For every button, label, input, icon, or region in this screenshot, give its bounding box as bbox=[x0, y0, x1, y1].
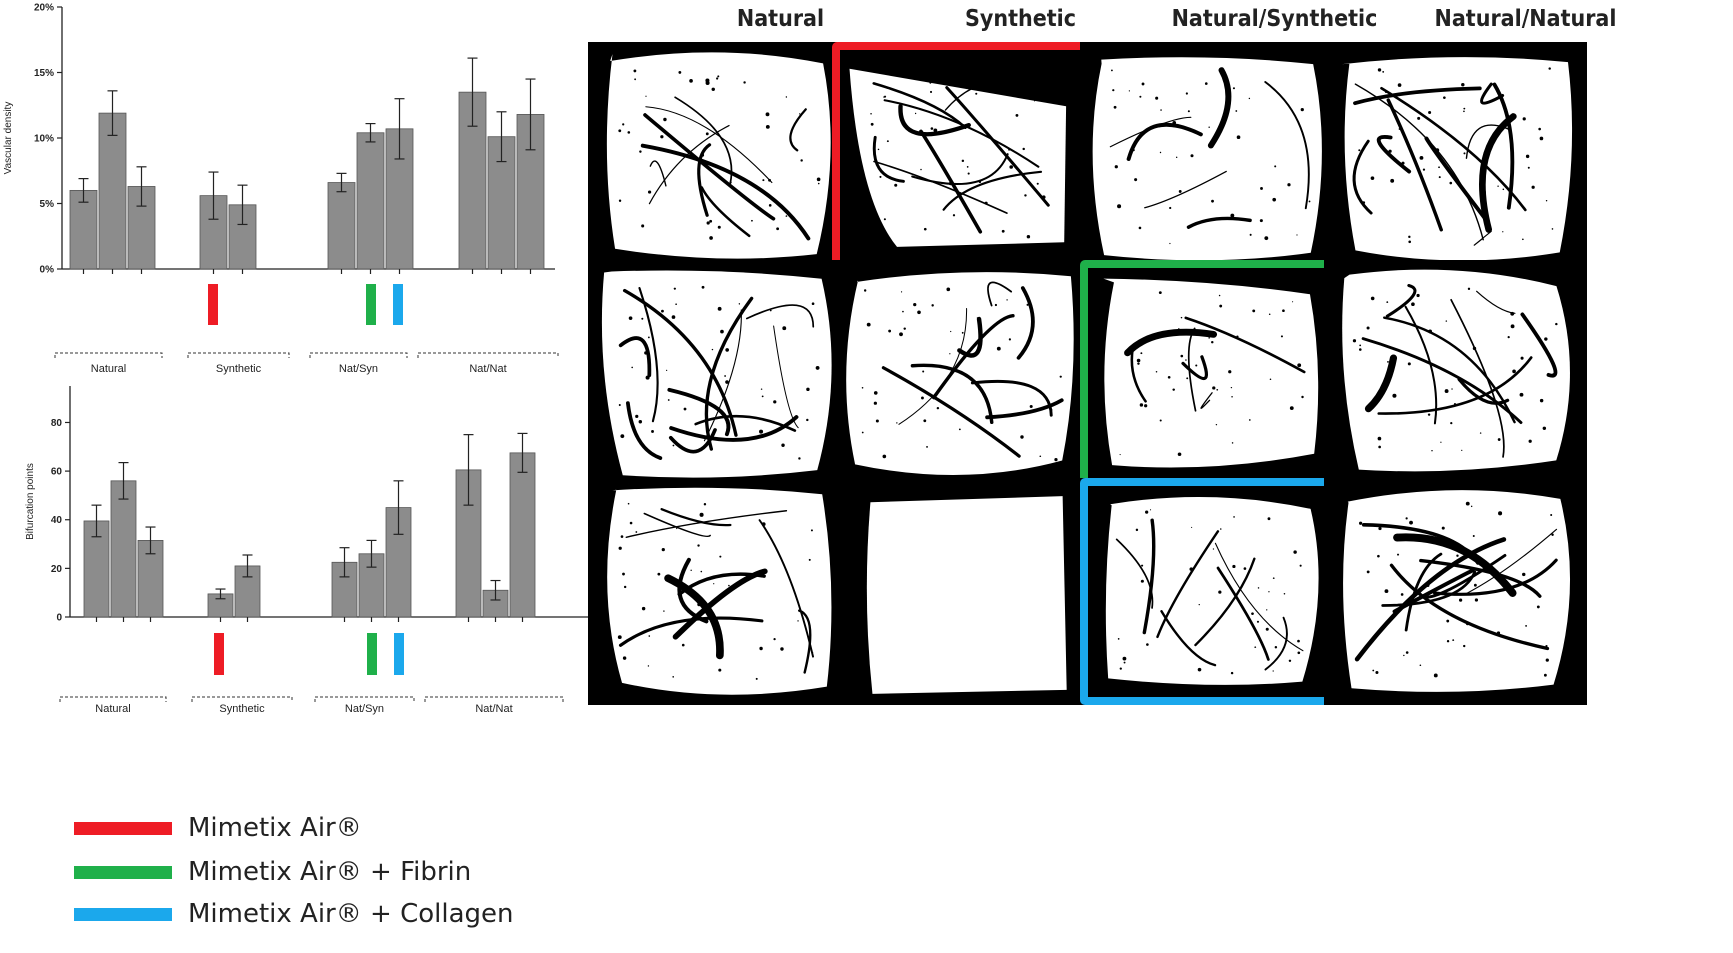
bar bbox=[327, 182, 356, 270]
bar bbox=[356, 132, 385, 270]
y-axis-label: Bifurcation points bbox=[25, 463, 36, 540]
scaffold-image-r1-c0 bbox=[588, 260, 851, 487]
marker-blue bbox=[394, 633, 404, 675]
y-tick-label: 15% bbox=[34, 68, 54, 79]
marker-blue bbox=[393, 284, 403, 325]
scaffold-image-r1-c2 bbox=[1080, 260, 1343, 487]
scaffold-image-r0-c1 bbox=[832, 42, 1095, 269]
y-tick-label: 5% bbox=[40, 199, 55, 210]
y-tick-label: 0 bbox=[56, 613, 62, 624]
legend-item-collagen: Mimetix Air® + Collagen bbox=[74, 894, 513, 934]
legend-swatch-green bbox=[74, 865, 172, 879]
y-axis-label: Vascular density bbox=[3, 102, 14, 175]
group-bracket bbox=[59, 696, 167, 702]
group-label: Synthetic bbox=[216, 363, 262, 375]
scaffold-image-r0-c3 bbox=[1324, 42, 1587, 269]
group-bracket bbox=[309, 352, 408, 358]
group-bracket bbox=[191, 696, 293, 702]
legend-item-mimetix: Mimetix Air® bbox=[74, 808, 362, 848]
marker-green bbox=[366, 284, 376, 325]
y-tick-label: 40 bbox=[51, 515, 63, 526]
legend-label: Mimetix Air® bbox=[188, 813, 362, 843]
legend-label: Mimetix Air® + Collagen bbox=[188, 899, 514, 929]
group-label: Nat/Nat bbox=[475, 703, 512, 715]
group-label: Nat/Syn bbox=[339, 363, 378, 375]
group-bracket bbox=[54, 352, 163, 358]
bar-charts: 0% 5% 10% 15% 20% Vascular density Natural Synt… bbox=[3, 3, 600, 715]
marker-red bbox=[208, 284, 218, 325]
scaffold-image-r2-c3 bbox=[1324, 478, 1587, 705]
scaffold-image-r1-c3 bbox=[1324, 260, 1587, 487]
scaffold-image-r2-c1 bbox=[832, 478, 1095, 705]
y-tick-label: 60 bbox=[51, 467, 63, 478]
group-label: Nat/Syn bbox=[345, 703, 384, 715]
column-heading-natural-synthetic: Natural/Synthetic bbox=[1171, 6, 1378, 32]
group-bracket bbox=[314, 696, 415, 702]
column-heading-natural: Natural bbox=[736, 6, 825, 32]
group-label: Synthetic bbox=[219, 703, 265, 715]
scaffold-image-r2-c2 bbox=[1080, 478, 1343, 705]
image-grid: Natural Synthetic Natural/Synthetic Natu… bbox=[588, 0, 1733, 770]
y-tick-label: 20 bbox=[51, 564, 63, 575]
y-tick-label: 0% bbox=[40, 265, 55, 276]
y-tick-label: 80 bbox=[51, 418, 63, 429]
marker-green bbox=[367, 633, 377, 675]
charts-area: 0% 5% 10% 15% 20% Vascular density Natural Synt… bbox=[0, 0, 640, 948]
legend-item-fibrin: Mimetix Air® + Fibrin bbox=[74, 852, 471, 892]
group-label: Natural bbox=[95, 703, 130, 715]
group-bracket bbox=[187, 352, 290, 358]
legend-swatch-red bbox=[74, 821, 172, 835]
legend-label: Mimetix Air® + Fibrin bbox=[188, 857, 472, 887]
scaffold-image-r2-c0 bbox=[588, 478, 851, 705]
bar bbox=[110, 480, 137, 618]
scaffold-image-r0-c2 bbox=[1080, 42, 1343, 269]
y-tick-label: 10% bbox=[34, 134, 54, 145]
scaffold-image-r1-c1 bbox=[832, 260, 1095, 487]
group-label: Nat/Nat bbox=[469, 363, 506, 375]
group-label: Natural bbox=[91, 363, 126, 375]
group-bracket bbox=[417, 352, 559, 358]
scaffold-image-r0-c0 bbox=[588, 42, 851, 269]
group-bracket bbox=[424, 696, 564, 702]
bar bbox=[98, 112, 127, 270]
legend-swatch-blue bbox=[74, 907, 172, 921]
marker-red bbox=[214, 633, 224, 675]
bar bbox=[509, 452, 536, 618]
column-heading-natural-natural: Natural/Natural bbox=[1434, 6, 1617, 32]
y-tick-label: 20% bbox=[34, 3, 54, 14]
column-heading-synthetic: Synthetic bbox=[964, 6, 1077, 32]
